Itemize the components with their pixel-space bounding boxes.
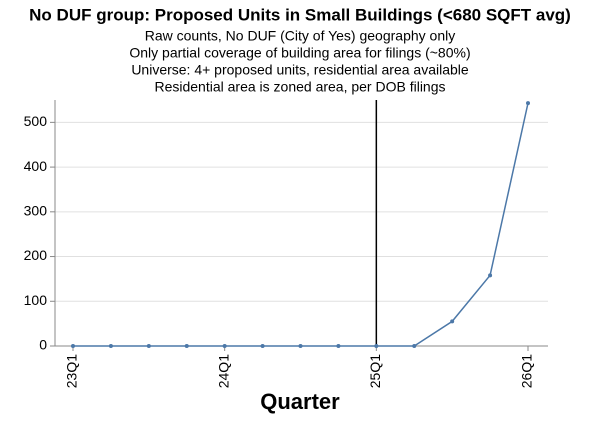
x-tick-label: 26Q1 bbox=[519, 354, 535, 388]
point bbox=[184, 344, 189, 348]
point bbox=[298, 344, 303, 348]
y-tick-label: 100 bbox=[24, 292, 48, 308]
point bbox=[412, 344, 417, 348]
x-tick-label: 24Q1 bbox=[215, 354, 231, 388]
subtitle: Only partial coverage of building area f… bbox=[129, 45, 470, 61]
point bbox=[222, 344, 227, 348]
x-tick-label: 23Q1 bbox=[64, 354, 80, 388]
point bbox=[260, 344, 265, 348]
y-tick-label: 400 bbox=[24, 158, 48, 174]
point bbox=[71, 344, 75, 348]
point bbox=[374, 344, 379, 348]
point bbox=[526, 101, 530, 106]
subtitle: Raw counts, No DUF (City of Yes) geograp… bbox=[145, 28, 455, 44]
x-axis-label: Quarter bbox=[260, 389, 340, 414]
y-tick-label: 0 bbox=[39, 337, 47, 353]
point bbox=[146, 344, 151, 348]
subtitle: Residential area is zoned area, per DOB … bbox=[154, 79, 445, 95]
subtitle: Universe: 4+ proposed units, residential… bbox=[131, 62, 469, 78]
y-tick-label: 300 bbox=[24, 203, 48, 219]
point bbox=[450, 319, 455, 324]
point bbox=[108, 344, 113, 348]
line bbox=[73, 102, 529, 347]
y-tick-label: 500 bbox=[24, 113, 48, 129]
point bbox=[488, 273, 493, 278]
y-tick-label: 200 bbox=[24, 247, 48, 263]
point bbox=[336, 344, 341, 348]
x-tick-label: 25Q1 bbox=[367, 354, 383, 388]
chart-title: No DUF group: Proposed Units in Small Bu… bbox=[29, 5, 571, 24]
